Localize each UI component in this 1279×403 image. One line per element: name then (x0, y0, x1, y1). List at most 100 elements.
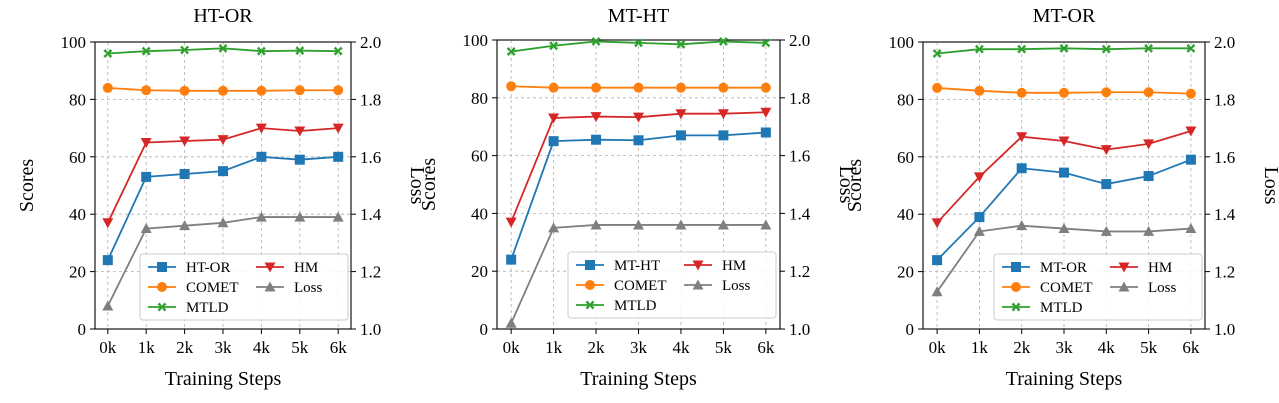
data-point (718, 130, 729, 141)
data-point (548, 136, 559, 147)
data-point (548, 222, 560, 233)
y-tick-label: 40 (69, 205, 86, 224)
data-point (548, 113, 560, 124)
y-tick-label: 80 (471, 89, 488, 108)
data-point (760, 107, 772, 118)
y2-tick-label: 1.8 (360, 90, 381, 109)
y-tick-label: 20 (69, 263, 86, 282)
legend-label: MT-OR (1040, 260, 1087, 276)
legend-marker (585, 300, 595, 310)
y2-tick-label: 1.0 (1214, 320, 1235, 339)
data-point (1143, 139, 1155, 150)
data-point (333, 46, 343, 56)
series-loss (505, 219, 772, 328)
legend-item-mt-or: MT-OR (1002, 260, 1087, 276)
y-tick-label: 60 (897, 148, 914, 167)
x-tick-label: 3k (1056, 338, 1074, 357)
data-point (506, 254, 517, 265)
legend-box (139, 253, 349, 321)
legend-item-mtld: MTLD (576, 298, 657, 314)
y2-tick-label: 1.8 (1214, 90, 1235, 109)
y-axis-label: Scores (418, 158, 440, 212)
data-point (103, 48, 113, 58)
chart-title: HT-OR (193, 5, 253, 27)
y-tick-label: 80 (897, 90, 914, 109)
legend-label: MTLD (186, 300, 229, 316)
x-tick-label: 5k (1140, 338, 1158, 357)
data-point (973, 172, 985, 183)
series-hm (505, 107, 772, 228)
chart-panel-mt-or: MT-OR 0k 1k 2k 3k 4k 5k 6k 0 20 40 60 80 100 1.0 1.2 1.4… (844, 5, 1279, 390)
legend-marker (1118, 281, 1130, 292)
y-tick-label: 20 (897, 263, 914, 282)
data-point (333, 151, 344, 162)
data-point (332, 123, 344, 134)
series-mtld (932, 43, 1196, 58)
data-point (760, 219, 772, 230)
data-point (102, 255, 113, 266)
data-point (675, 109, 687, 120)
legend: MT-OR HM COMET Loss MTLD (993, 253, 1203, 321)
data-point (255, 211, 267, 222)
data-point (506, 81, 517, 92)
legend: HT-OR HM COMET Loss MTLD (139, 253, 349, 321)
data-point (675, 130, 686, 141)
x-tick-label: 2k (588, 338, 606, 357)
data-point (1143, 171, 1154, 182)
x-tick-label: 3k (215, 338, 233, 357)
x-tick-label: 0k (929, 338, 947, 357)
data-point (1185, 154, 1196, 165)
legend-label: MTLD (1040, 300, 1083, 316)
data-point (102, 218, 114, 229)
legend-item-loss: Loss (684, 278, 751, 294)
series-mt-ht (506, 127, 771, 265)
data-point (506, 47, 516, 57)
x-tick-label: 3k (630, 338, 648, 357)
series-comet (102, 82, 344, 96)
data-point (717, 219, 729, 230)
data-point (179, 220, 191, 231)
y2-axis-label: Loss (406, 167, 428, 205)
x-tick-label: 4k (1098, 338, 1116, 357)
data-point (1016, 220, 1028, 231)
data-point (1016, 87, 1027, 98)
x-tick-label: 2k (176, 338, 194, 357)
legend-item-mtld: MTLD (1002, 300, 1083, 316)
x-tick-label: 5k (291, 338, 309, 357)
chart-title: MT-HT (608, 5, 669, 27)
legend: MT-HT HM COMET Loss MTLD (567, 251, 777, 319)
chart-panel-mt-ht: MT-HT 0k 1k 2k 3k 4k 5k 6k 0 20 40 60 80 100 1.0 1.2 1.4… (418, 5, 857, 390)
y2-tick-label: 1.2 (360, 263, 381, 282)
series-loss (931, 220, 1197, 297)
data-point (218, 166, 228, 177)
y2-axis-label: Loss (1260, 167, 1279, 205)
y2-tick-label: 1.4 (360, 205, 382, 224)
data-point (179, 169, 190, 180)
y2-tick-label: 1.6 (1214, 148, 1235, 167)
x-tick-label: 6k (1182, 338, 1200, 357)
data-point (1101, 179, 1112, 190)
data-point (931, 286, 943, 297)
legend-label: MT-HT (614, 258, 660, 274)
data-point (1016, 132, 1028, 143)
legend-marker (585, 280, 595, 290)
data-point (717, 109, 729, 120)
y-tick-label: 60 (471, 147, 488, 166)
legend-label: COMET (614, 278, 667, 294)
data-point (141, 46, 151, 56)
data-point (932, 82, 943, 93)
data-point (634, 38, 643, 48)
data-point (141, 171, 152, 182)
data-point (256, 85, 267, 96)
legend-item-comet: COMET (148, 280, 239, 296)
data-point (140, 223, 152, 234)
x-axis-label: Training Steps (165, 368, 282, 390)
data-point (217, 217, 229, 228)
legend-marker (157, 282, 167, 292)
data-point (295, 46, 305, 56)
data-point (1144, 43, 1154, 53)
legend-item-ht-or: HT-OR (148, 260, 230, 276)
chart-panel-ht-or: HT-OR 0k 1k 2k 3k 4k 5k 6k 0 20 40 60 80 100 1.0 1.2 1.4… (16, 5, 428, 390)
legend-item-comet: COMET (576, 278, 667, 294)
legend-label: Loss (1148, 280, 1177, 296)
